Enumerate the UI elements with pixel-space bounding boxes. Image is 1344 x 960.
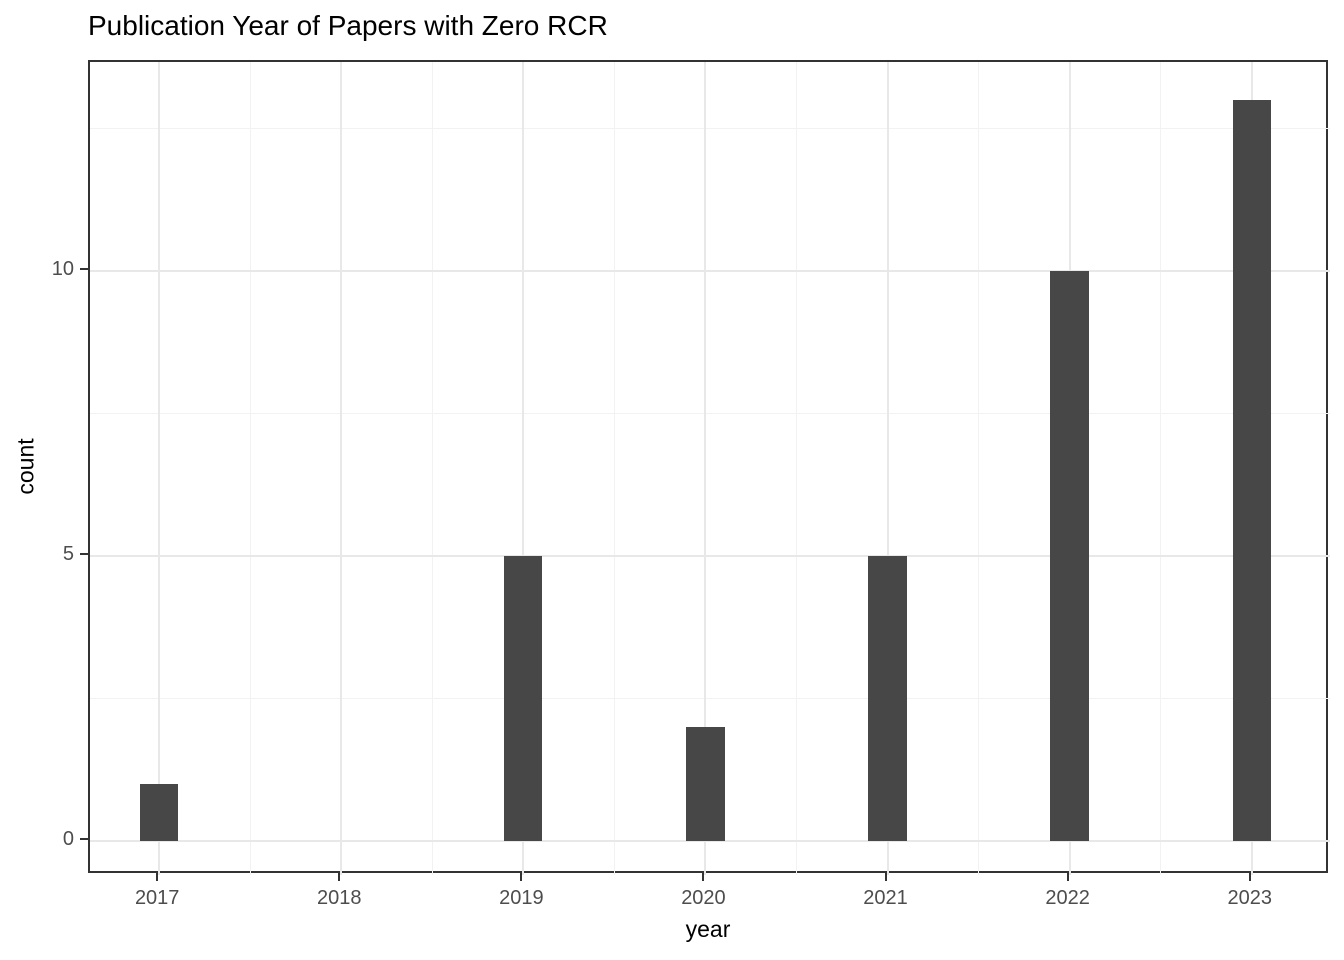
x-tick-mark bbox=[884, 873, 887, 881]
grid-minor-h bbox=[90, 413, 1330, 415]
grid-minor-v bbox=[1160, 62, 1162, 875]
x-tick-mark bbox=[702, 873, 705, 881]
x-tick-mark bbox=[1066, 873, 1069, 881]
y-axis-title: count bbox=[12, 437, 39, 495]
grid-minor-v bbox=[978, 62, 980, 875]
x-tick-mark bbox=[520, 873, 523, 881]
x-tick-label: 2019 bbox=[499, 887, 544, 909]
bar-2019 bbox=[504, 555, 543, 841]
y-tick-label: 0 bbox=[62, 827, 74, 850]
grid-major-v bbox=[340, 62, 343, 875]
grid-major-h bbox=[90, 270, 1330, 273]
grid-major-v bbox=[886, 62, 889, 875]
bar-2017 bbox=[140, 783, 179, 841]
grid-major-h bbox=[90, 554, 1330, 557]
bar-2021 bbox=[868, 555, 907, 841]
grid-minor-v bbox=[431, 62, 433, 875]
x-tick-mark bbox=[156, 873, 159, 881]
x-tick-label: 2023 bbox=[1227, 887, 1272, 909]
y-tick-mark bbox=[80, 268, 88, 271]
grid-minor-h bbox=[90, 128, 1330, 130]
bar-2020 bbox=[686, 726, 725, 841]
y-tick-label: 5 bbox=[62, 542, 74, 565]
x-tick-label: 2017 bbox=[134, 887, 180, 909]
chart-title: Publication Year of Papers with Zero RCR bbox=[88, 10, 608, 41]
x-axis-title: year bbox=[685, 916, 731, 942]
y-tick-mark bbox=[80, 552, 88, 555]
x-tick-mark bbox=[1248, 873, 1251, 881]
x-tick-label: 2022 bbox=[1045, 887, 1090, 909]
grid-minor-h bbox=[90, 697, 1330, 699]
grid-minor-v bbox=[795, 62, 797, 875]
grid-major-v bbox=[704, 62, 707, 875]
bar-2023 bbox=[1232, 100, 1271, 841]
x-tick-mark bbox=[338, 873, 341, 881]
y-tick-mark bbox=[80, 837, 88, 840]
x-tick-label: 2018 bbox=[317, 887, 362, 909]
grid-major-v bbox=[522, 62, 525, 875]
grid-minor-v bbox=[249, 62, 251, 875]
x-tick-label: 2021 bbox=[863, 887, 908, 909]
grid-major-h bbox=[90, 839, 1330, 842]
plot-panel bbox=[88, 60, 1330, 875]
x-tick-label: 2020 bbox=[681, 887, 726, 909]
bar-2022 bbox=[1050, 271, 1089, 841]
grid-major-v bbox=[158, 62, 161, 875]
grid-minor-v bbox=[613, 62, 615, 875]
y-tick-label: 10 bbox=[51, 258, 74, 281]
